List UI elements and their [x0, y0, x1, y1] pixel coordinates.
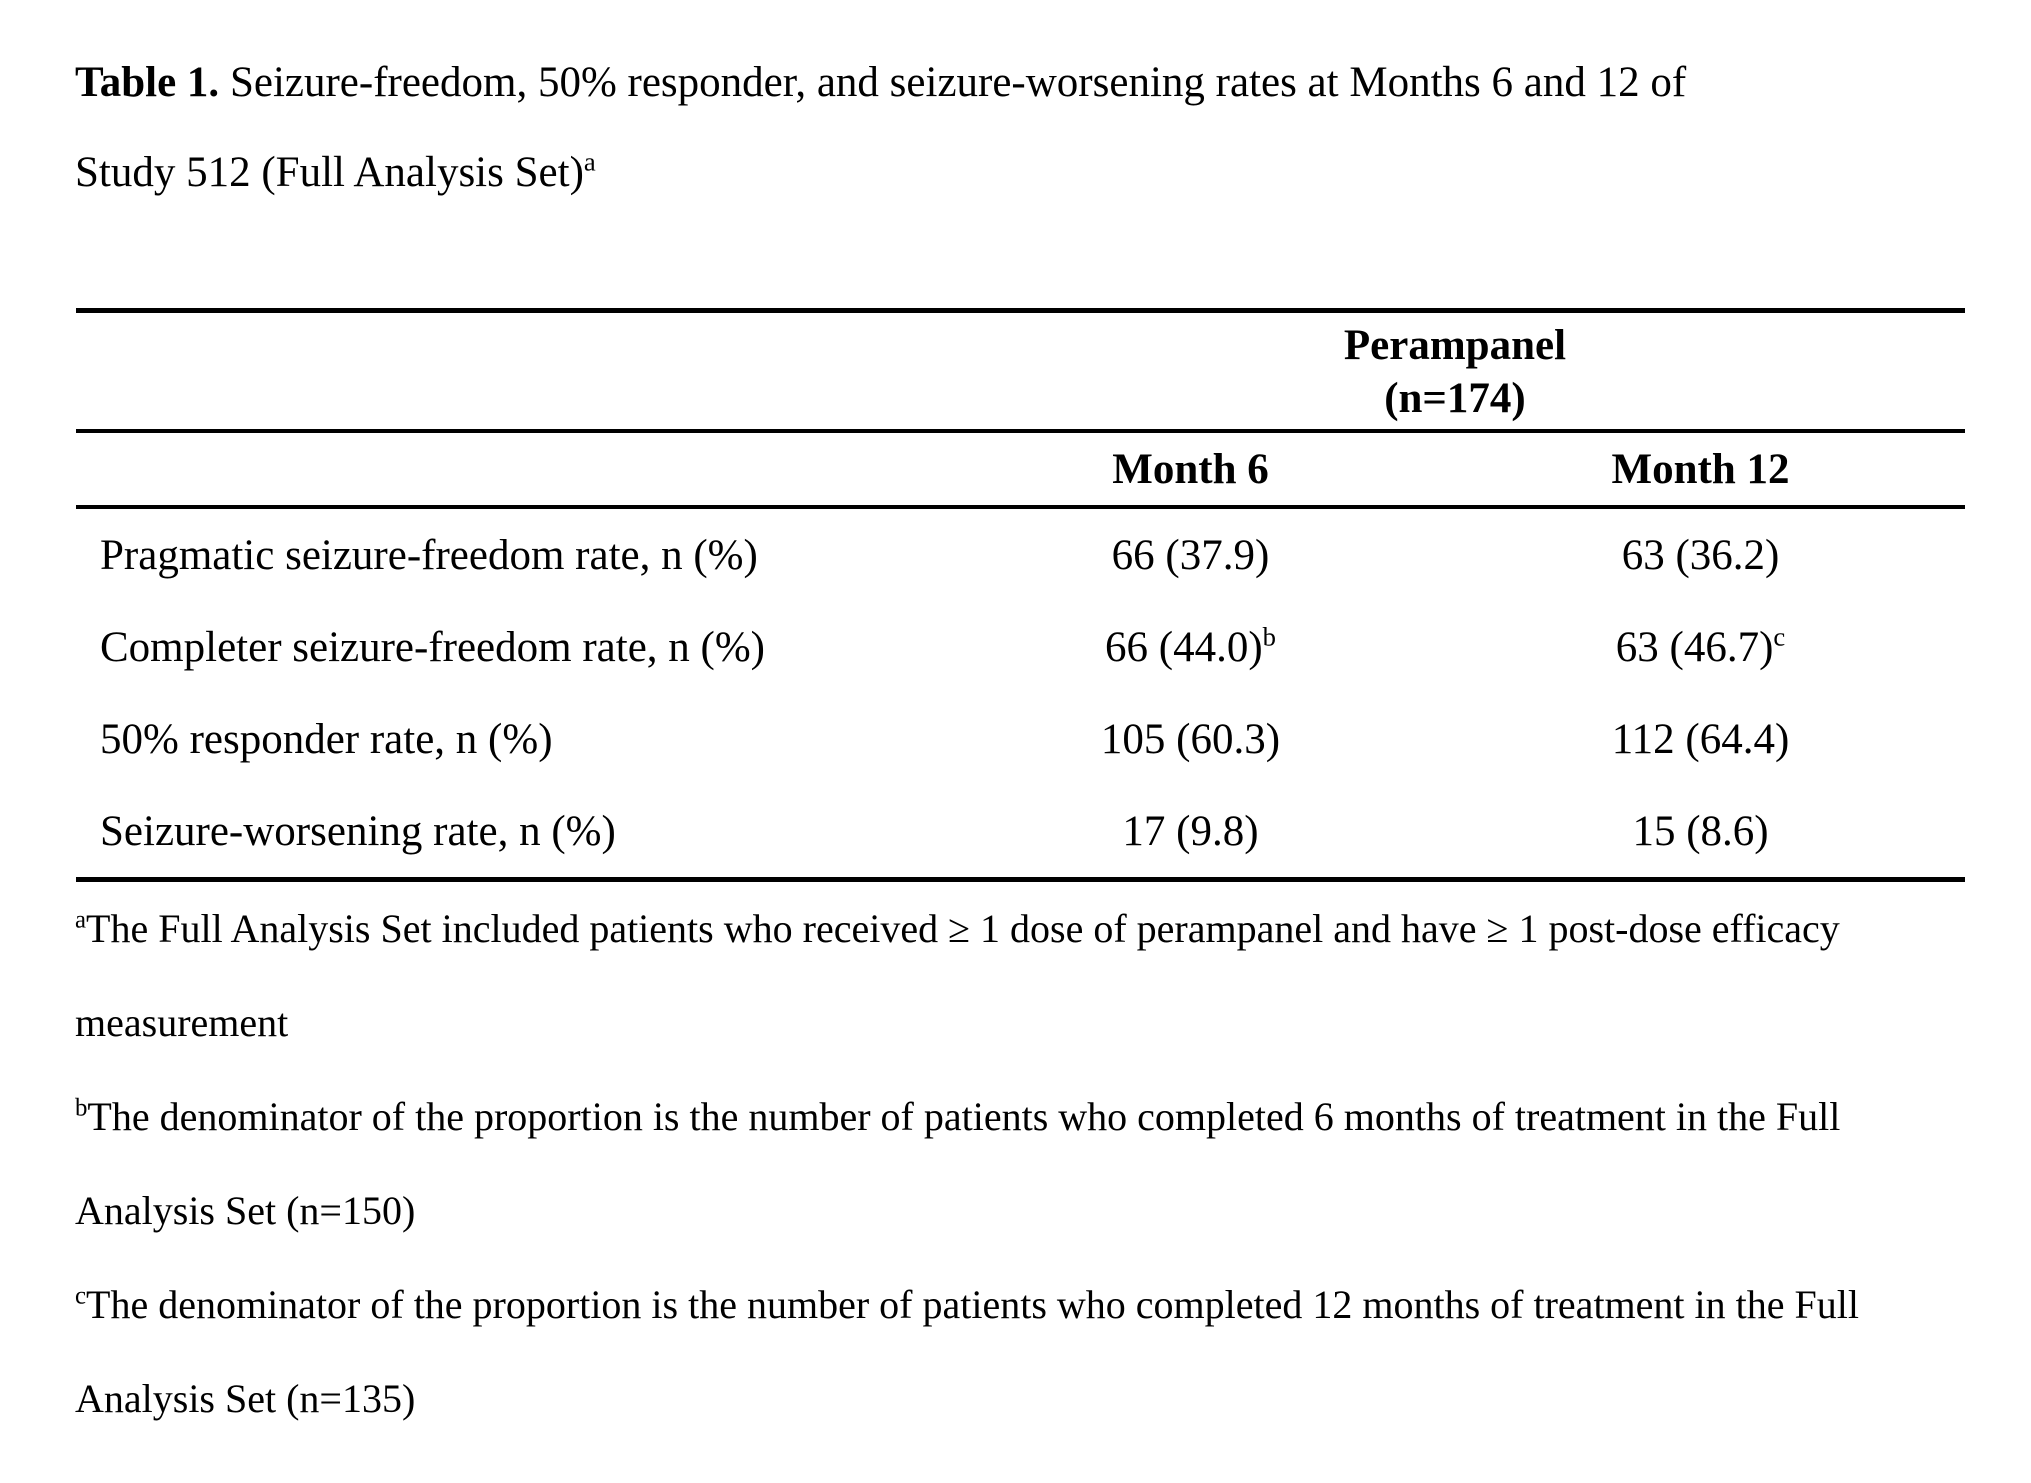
- table-caption: Table 1. Seizure-freedom, 50% responder,…: [75, 38, 1975, 218]
- table-row-seizure-worsening: Seizure-worsening rate, n (%) 17 (9.8) 1…: [76, 785, 1965, 880]
- footnote-b-marker: b: [75, 1094, 88, 1122]
- group-header-drug: Perampanel: [1343, 322, 1567, 369]
- row-label: Completer seizure-freedom rate, n (%): [100, 623, 765, 671]
- cell-month12: 15 (8.6): [1436, 785, 1965, 880]
- cell-value: 17 (9.8): [1122, 807, 1259, 855]
- footnote-b-line1: The denominator of the proportion is the…: [87, 1094, 1841, 1139]
- column-header-row: Month 6 Month 12: [76, 431, 1965, 509]
- group-header-empty-cell: [76, 310, 945, 433]
- cell-value: 63 (36.2): [1621, 531, 1780, 579]
- table-caption-line2: Study 512 (Full Analysis Set): [75, 149, 584, 196]
- column-header-month6: Month 6: [944, 431, 1437, 509]
- cell-month12: 112 (64.4): [1436, 693, 1965, 785]
- footnote-c: cThe denominator of the proportion is th…: [75, 1258, 2031, 1446]
- cell-month12: 63 (36.2): [1436, 507, 1965, 601]
- cell-value: 105 (60.3): [1100, 715, 1281, 763]
- row-label: Pragmatic seizure-freedom rate, n (%): [100, 531, 758, 579]
- footnote-c-marker: c: [75, 1282, 87, 1310]
- cell-value: 63 (46.7): [1615, 623, 1774, 671]
- footnote-a-line2: measurement: [75, 1000, 289, 1045]
- footnote-b: bThe denominator of the proportion is th…: [75, 1070, 2031, 1258]
- table-caption-footnote-marker: a: [583, 146, 596, 177]
- cell-value: 15 (8.6): [1632, 807, 1769, 855]
- cell-month6: 66 (44.0)b: [945, 601, 1436, 693]
- footnote-a-marker: a: [75, 906, 87, 934]
- footnotes-section: aThe Full Analysis Set included patients…: [75, 882, 2031, 1446]
- cell-month12: 63 (46.7)c: [1436, 601, 1965, 693]
- cell-month6: 17 (9.8): [945, 785, 1436, 880]
- cell-footnote-marker: b: [1262, 621, 1276, 652]
- cell-value: 66 (37.9): [1111, 531, 1270, 579]
- group-header-n: (n=174): [1384, 375, 1526, 422]
- footnote-c-line2: Analysis Set (n=135): [75, 1376, 416, 1421]
- cell-footnote-marker: c: [1773, 621, 1786, 652]
- table-row-50pct-responder: 50% responder rate, n (%) 105 (60.3) 112…: [76, 693, 1965, 785]
- row-label: Seizure-worsening rate, n (%): [100, 807, 616, 855]
- table-row-pragmatic-seizure-freedom: Pragmatic seizure-freedom rate, n (%) 66…: [76, 507, 1965, 601]
- cell-month6: 105 (60.3): [945, 693, 1436, 785]
- table-caption-line1: Seizure-freedom, 50% responder, and seiz…: [229, 59, 1687, 106]
- cell-month6: 66 (37.9): [945, 507, 1436, 601]
- row-label: 50% responder rate, n (%): [100, 715, 553, 763]
- footnote-c-line1: The denominator of the proportion is the…: [86, 1282, 1859, 1327]
- group-header-row: Perampanel (n=174): [76, 310, 1965, 433]
- table-row-completer-seizure-freedom: Completer seizure-freedom rate, n (%) 66…: [76, 601, 1965, 693]
- column-header-month12: Month 12: [1436, 431, 1965, 509]
- cell-value: 66 (44.0): [1105, 623, 1263, 671]
- column-header-empty-cell: [76, 431, 945, 509]
- results-table: Perampanel (n=174) Month 6 Month 12 Prag…: [76, 308, 1965, 882]
- footnote-a-line1: The Full Analysis Set included patients …: [86, 906, 1840, 951]
- footnote-a: aThe Full Analysis Set included patients…: [75, 882, 2031, 1070]
- table-caption-number: Table 1.: [75, 59, 220, 106]
- group-header-cell: Perampanel (n=174): [944, 310, 1965, 433]
- cell-value: 112 (64.4): [1611, 715, 1790, 763]
- footnote-b-line2: Analysis Set (n=150): [75, 1188, 416, 1233]
